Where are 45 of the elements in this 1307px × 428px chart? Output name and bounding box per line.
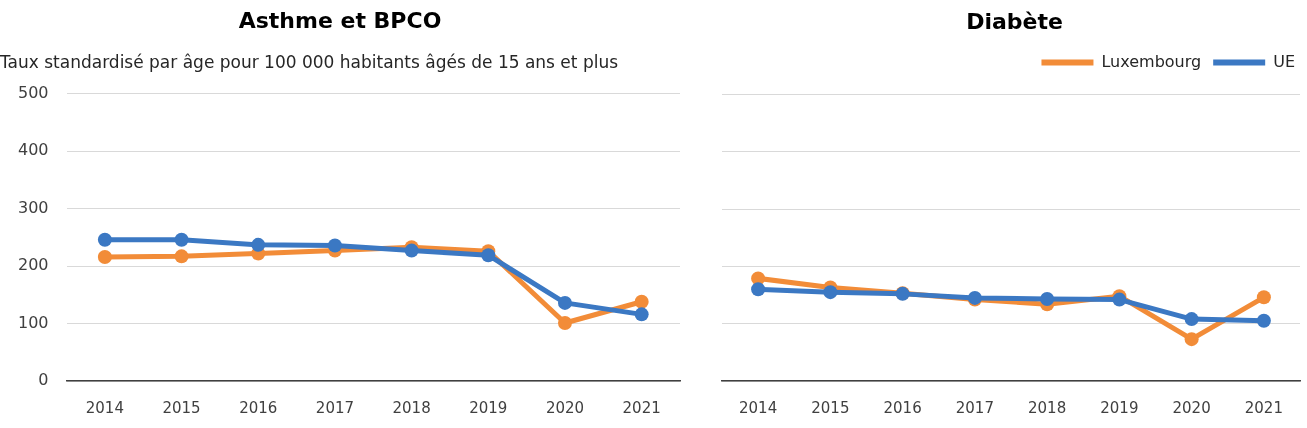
x-tick-label: 2015 <box>811 398 850 417</box>
point <box>634 307 649 322</box>
y-tick-label: 100 <box>17 312 49 332</box>
chart-title: Diabète <box>966 8 1063 34</box>
point <box>1184 312 1199 327</box>
chart-title: Asthme et BPCO <box>238 7 442 33</box>
x-tick-label: 2017 <box>955 398 994 417</box>
y-tick-label: 300 <box>17 197 49 217</box>
x-tick-label: 2019 <box>469 398 508 417</box>
point <box>823 285 838 300</box>
x-tick-label: 2018 <box>1028 398 1067 417</box>
x-tick-label: 2021 <box>622 398 661 417</box>
y-tick-label: 500 <box>17 82 49 102</box>
point <box>1256 290 1271 305</box>
y-tick-label: 200 <box>17 255 49 275</box>
x-tick-label: 2019 <box>1100 398 1139 417</box>
x-tick-label: 2017 <box>315 398 355 417</box>
point <box>1184 332 1199 347</box>
point <box>481 248 496 263</box>
point <box>327 238 342 253</box>
x-tick-label: 2015 <box>162 398 201 417</box>
y-tick-label: 400 <box>17 140 49 160</box>
legend-label: UE <box>1273 51 1296 71</box>
point <box>174 249 189 264</box>
point <box>251 237 266 252</box>
x-tick-label: 2016 <box>239 398 278 417</box>
point <box>557 315 572 330</box>
y-tick-label: 0 <box>38 370 49 390</box>
point <box>97 232 112 247</box>
legend-label: Luxembourg <box>1101 51 1202 71</box>
x-tick-label: 2018 <box>392 398 431 417</box>
point <box>634 294 649 309</box>
point <box>97 249 112 264</box>
chart-subtitle: Taux standardisé par âge pour 100 000 habitants âgés de 15 ans et plus <box>0 52 619 73</box>
point <box>1256 313 1271 328</box>
point <box>1040 292 1055 307</box>
point <box>751 282 766 297</box>
point <box>557 295 572 310</box>
x-tick-label: 2014 <box>85 398 124 417</box>
x-tick-label: 2016 <box>883 398 922 417</box>
x-tick-label: 2020 <box>545 398 585 417</box>
x-tick-label: 2020 <box>1172 398 1211 417</box>
point <box>174 232 189 247</box>
x-tick-label: 2014 <box>739 398 778 417</box>
x-tick-label: 2021 <box>1244 398 1283 417</box>
